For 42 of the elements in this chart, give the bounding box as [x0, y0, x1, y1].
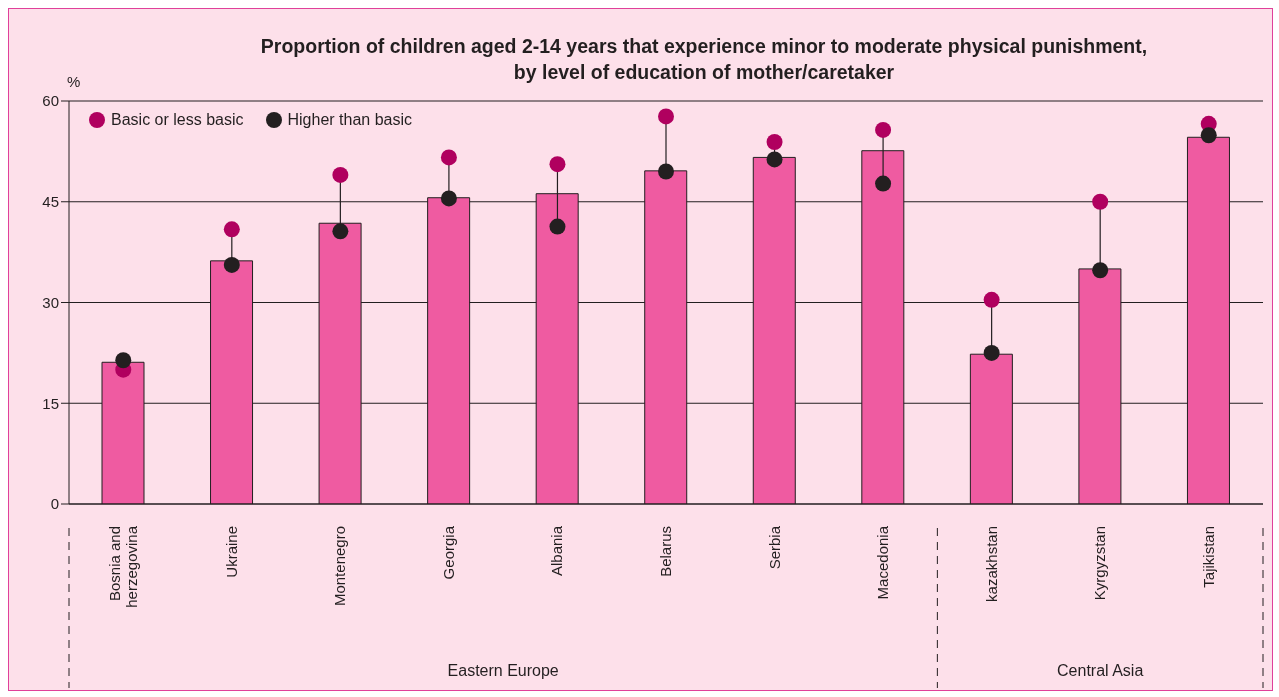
point [658, 108, 674, 125]
x-tick-label: kazakhstan [982, 526, 1000, 602]
y-tick-label: 0 [50, 495, 59, 513]
point [875, 175, 892, 192]
point [440, 149, 457, 166]
y-tick-label: 15 [42, 394, 59, 412]
point [766, 133, 783, 150]
y-tick-label: 45 [42, 193, 59, 211]
point [983, 344, 1000, 361]
text: Central Asia [1057, 662, 1144, 679]
x-tick-label: Montenegro [331, 526, 349, 607]
x-tick-label: Bosnia and herzegovina [105, 525, 140, 608]
point [223, 221, 240, 238]
x-tick-label: Serbia [765, 525, 783, 570]
point [658, 163, 674, 180]
x-tick-label: Georgia [439, 525, 457, 580]
point [115, 352, 132, 369]
point [440, 190, 457, 207]
point [1092, 193, 1109, 210]
point [332, 223, 349, 240]
point [983, 291, 1000, 308]
point [549, 156, 566, 173]
x-tick-label: Tajikistan [1199, 526, 1217, 588]
y-tick-label: 30 [42, 293, 59, 311]
x-tick-label: Albania [548, 525, 566, 577]
chart-title: Proportion of children aged 2-14 years that experience minor to moderate physical punishment, by level of education of mother/caretaker [259, 34, 1149, 85]
point [766, 151, 783, 168]
point [223, 256, 240, 273]
point [549, 218, 566, 235]
text: Eastern Europe [447, 662, 559, 679]
y-axis-title: % [67, 73, 81, 90]
y-tick-label: 60 [42, 92, 59, 110]
x-tick-label: Macedonia [874, 525, 892, 600]
point [332, 166, 349, 183]
point [875, 121, 892, 138]
point [1200, 127, 1217, 144]
x-tick-label: Belarus [657, 526, 674, 577]
legend-label: Basic or less basic [110, 111, 244, 129]
legend-label: Higher than basic [286, 111, 413, 129]
x-tick-label: Ukraine [222, 526, 240, 578]
x-tick-label: Kyrgyzstan [1091, 526, 1109, 601]
point [1092, 262, 1109, 279]
